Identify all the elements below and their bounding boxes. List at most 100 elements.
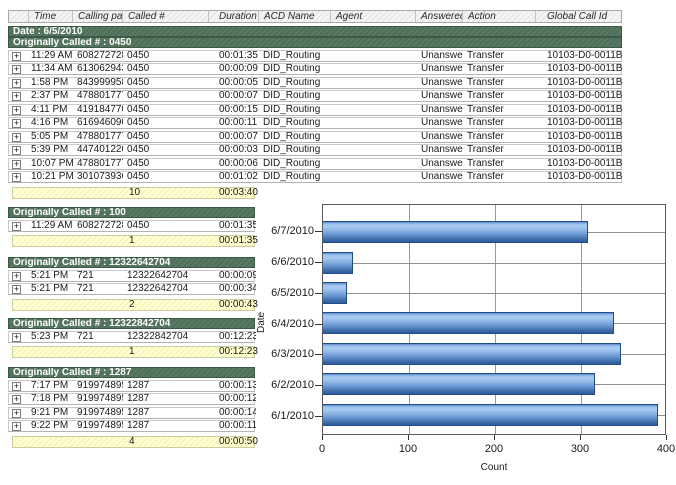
chart-band <box>323 400 665 430</box>
expand-row-icon[interactable]: + <box>12 284 21 294</box>
cell-time: 7:18 PM <box>31 394 69 404</box>
expand-cell: + <box>9 421 29 431</box>
cell-duration: 00:00:06 <box>219 158 258 169</box>
bar-6-3-2010 <box>323 342 621 365</box>
cell-duration: 00:00:07 <box>219 131 258 142</box>
expand-row-icon[interactable]: + <box>12 77 21 88</box>
cell-calling-party: 6082727287 <box>77 220 123 231</box>
chart-band <box>323 369 665 399</box>
cell-time: 11:34 AM <box>31 64 73 74</box>
expand-row-icon[interactable]: + <box>12 104 21 115</box>
cell-global-call-id: 10103-D0-0011B-772 <box>547 104 623 115</box>
cell-called: 0450 <box>127 64 150 74</box>
cell-called: 0450 <box>127 145 150 155</box>
cell-answered: Unanswered <box>421 118 463 128</box>
chart-x-axis-ticks <box>322 435 667 441</box>
cell-answered: Unanswered <box>421 91 463 101</box>
expand-cell: + <box>9 221 29 231</box>
cell-action: Transfer <box>467 118 504 128</box>
table-row: +9:22 PM 9199748952 1287 00:00:11 <box>8 420 256 432</box>
cell-acd-name: DID_Routing <box>263 77 321 88</box>
expand-cell: + <box>9 118 29 128</box>
expand-row-icon[interactable]: + <box>12 394 21 404</box>
expand-row-icon[interactable]: + <box>12 421 21 431</box>
expand-cell: + <box>9 394 29 404</box>
summary-call-count: 1 <box>129 346 135 357</box>
expand-cell: + <box>9 332 29 342</box>
expand-row-icon[interactable]: + <box>12 380 21 391</box>
group-0450-rows: +11:29 AM 6082727287 0450 00:01:35 DID_Routi… <box>8 49 623 183</box>
table-row: +5:21 PM 721 12322642704 00:00:09 <box>8 269 256 282</box>
column-header-answered: Answered <box>416 11 463 22</box>
expand-row-icon[interactable]: + <box>12 331 21 342</box>
cell-time: 4:11 PM <box>31 104 68 115</box>
cell-time: 9:21 PM <box>31 407 69 418</box>
y-tick-label: 6/2/2010 <box>271 378 314 391</box>
cell-global-call-id: 10103-D0-0011B-77F <box>547 172 623 182</box>
chart-band <box>323 247 665 277</box>
column-header-calling-party: Calling party # <box>73 11 123 22</box>
cell-answered: Unanswered <box>421 50 463 61</box>
cell-duration: 00:00:14 <box>219 407 256 418</box>
cell-calling-party: 9199748952 <box>77 394 123 404</box>
column-header-acd-name: ACD Name <box>259 11 331 22</box>
bar-6-6-2010 <box>323 251 353 274</box>
y-tick-mark <box>315 277 322 308</box>
cell-duration: 00:00:09 <box>219 64 258 74</box>
chart-y-axis-title: Date <box>256 311 267 333</box>
table-row: +5:21 PM 721 12322642704 00:00:34 <box>8 283 256 295</box>
cell-called: 12322842704 <box>127 331 189 342</box>
cell-agent <box>331 145 416 155</box>
expand-row-icon[interactable]: + <box>12 91 21 101</box>
cell-time: 2:37 PM <box>31 91 69 101</box>
cell-duration: 00:01:02 <box>219 172 258 182</box>
expand-row-icon[interactable]: + <box>12 131 21 142</box>
cell-called: 12322642704 <box>127 270 189 281</box>
expand-row-icon[interactable]: + <box>12 158 21 169</box>
group-table-12322842704: Originally Called # : 12322842704 +5:23 P… <box>8 318 258 358</box>
group-header-label: Originally Called # : 12322842704 <box>13 318 171 329</box>
expand-row-icon[interactable]: + <box>12 64 21 74</box>
column-header-action: Action <box>463 11 536 22</box>
cell-called: 0450 <box>127 77 150 88</box>
expand-row-icon[interactable]: + <box>12 50 21 61</box>
cell-time: 5:21 PM <box>31 270 69 281</box>
cell-agent <box>331 78 416 88</box>
expand-cell: + <box>9 381 29 391</box>
expand-row-icon[interactable]: + <box>12 118 21 128</box>
cell-agent <box>331 91 416 101</box>
group-header: Originally Called # : 100 <box>8 207 255 218</box>
y-tick-label: 6/7/2010 <box>271 225 314 238</box>
cell-calling-party: 4788017770 <box>77 131 123 142</box>
table-row: +4:16 PM 6169460905 0450 00:00:11 DID_Routin… <box>8 117 623 129</box>
cell-called: 0450 <box>127 104 150 115</box>
table-row: +2:37 PM 4788017770 0450 00:00:07 DID_Routin… <box>8 90 623 102</box>
column-header-duration: Duration <box>209 11 259 22</box>
cell-calling-party: 6169460905 <box>77 118 123 128</box>
cell-duration: 00:00:05 <box>219 77 258 88</box>
cell-time: 5:23 PM <box>31 331 69 342</box>
cell-answered: Unanswered <box>421 145 463 155</box>
cell-calling-party: 3010739363 <box>77 172 123 182</box>
expand-column-header <box>9 11 29 22</box>
x-tick-mark <box>580 435 581 440</box>
cell-called: 0450 <box>127 118 150 128</box>
chart-band <box>323 339 665 369</box>
y-tick-mark <box>315 370 322 401</box>
cell-time: 9:22 PM <box>31 421 69 431</box>
cell-called: 12322642704 <box>127 284 189 294</box>
expand-row-icon[interactable]: + <box>12 407 21 418</box>
category-gridline <box>323 262 665 264</box>
expand-row-icon[interactable]: + <box>12 172 21 182</box>
column-header-global-call-id: Global Call Id <box>547 11 608 22</box>
expand-row-icon[interactable]: + <box>12 220 21 231</box>
expand-cell: + <box>9 51 29 61</box>
expand-row-icon[interactable]: + <box>12 270 21 281</box>
group-summary-row: 1 00:01:35 <box>12 235 258 247</box>
cell-called: 1287 <box>127 394 150 404</box>
expand-row-icon[interactable]: + <box>12 145 21 155</box>
column-header-time: Time <box>29 11 73 22</box>
bar-6-2-2010 <box>323 373 595 396</box>
